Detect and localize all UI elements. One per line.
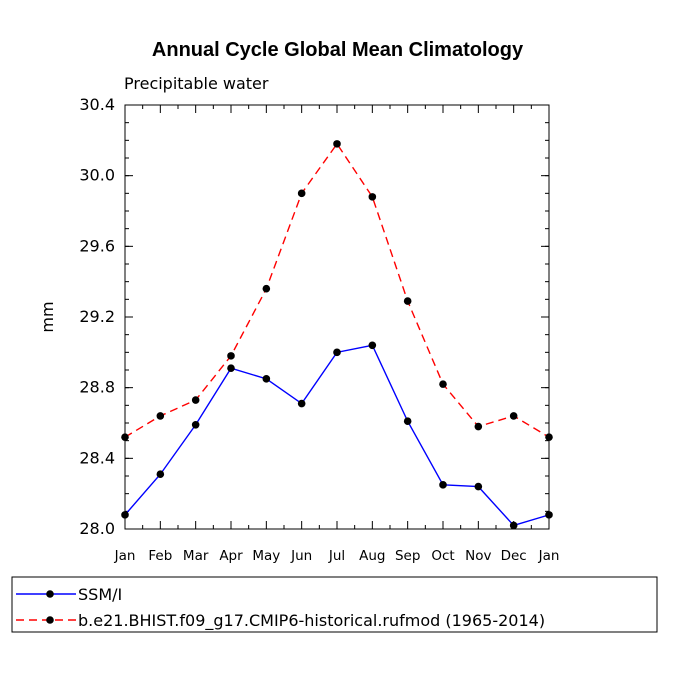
data-point [333,348,341,357]
x-tick-label: Jun [290,548,312,564]
x-tick-label: Mar [183,548,209,564]
data-point [121,433,129,441]
data-point [439,481,447,489]
data-point [227,364,235,373]
legend-label: b.e21.BHIST.f09_g17.CMIP6-historical.ruf… [78,611,545,631]
y-tick-label: 29.6 [79,236,115,255]
data-point [403,417,412,426]
data-point [191,420,200,429]
y-tick-label: 28.4 [79,448,115,467]
plot-frame [124,104,550,530]
data-point [509,521,518,530]
x-tick-label: May [252,548,280,564]
axis-ticks [124,104,550,530]
x-tick-label: Nov [465,548,491,564]
x-tick-labels: Jan Feb Mar Apr May Jun Jul Aug Sep Oct Nov Dec Jan [114,548,560,564]
x-tick-label: Aug [359,548,385,564]
legend-swatch-marker [46,616,54,624]
data-point [156,412,165,420]
legend-label: SSM/I [78,585,122,604]
data-point [227,352,235,360]
x-tick-label: Jan [114,548,136,564]
data-point [368,341,377,350]
series-line-0 [124,344,550,527]
legend-swatch-marker [46,590,54,598]
x-tick-label: Oct [431,548,454,564]
y-axis-label: mm [38,301,57,332]
data-point [545,433,553,441]
series-group [121,140,553,530]
x-tick-label: Jan [538,548,560,564]
x-tick-label: Sep [395,548,420,564]
data-point [262,375,271,383]
data-point [333,140,341,148]
data-point [156,470,165,479]
data-point [474,482,483,491]
x-tick-label: Jul [328,548,345,564]
data-point [121,511,129,519]
legend-box [11,576,658,633]
series-line-1 [124,142,550,438]
data-point [474,422,483,431]
data-point [191,396,200,404]
data-point [509,412,518,420]
y-tick-label: 30.4 [79,95,115,114]
y-tick-labels: 28.0 28.4 28.8 29.2 29.6 30.0 30.4 [79,95,115,538]
y-tick-label: 30.0 [79,166,115,185]
y-tick-label: 29.2 [79,307,115,326]
y-tick-label: 28.8 [79,378,115,397]
data-point [368,193,377,201]
data-point [262,284,271,293]
x-tick-label: Feb [148,548,172,564]
data-point [297,399,306,408]
x-tick-label: Apr [219,548,243,564]
data-point [403,297,412,305]
data-point [545,511,553,519]
data-point [297,189,306,198]
chart-title: Annual Cycle Global Mean Climatology [152,39,524,61]
data-point [439,380,447,388]
y-tick-label: 28.0 [79,519,115,538]
x-tick-label: Dec [501,548,527,564]
chart-subtitle: Precipitable water [124,74,269,93]
legend: SSM/I b.e21.BHIST.f09_g17.CMIP6-historica… [16,585,545,631]
